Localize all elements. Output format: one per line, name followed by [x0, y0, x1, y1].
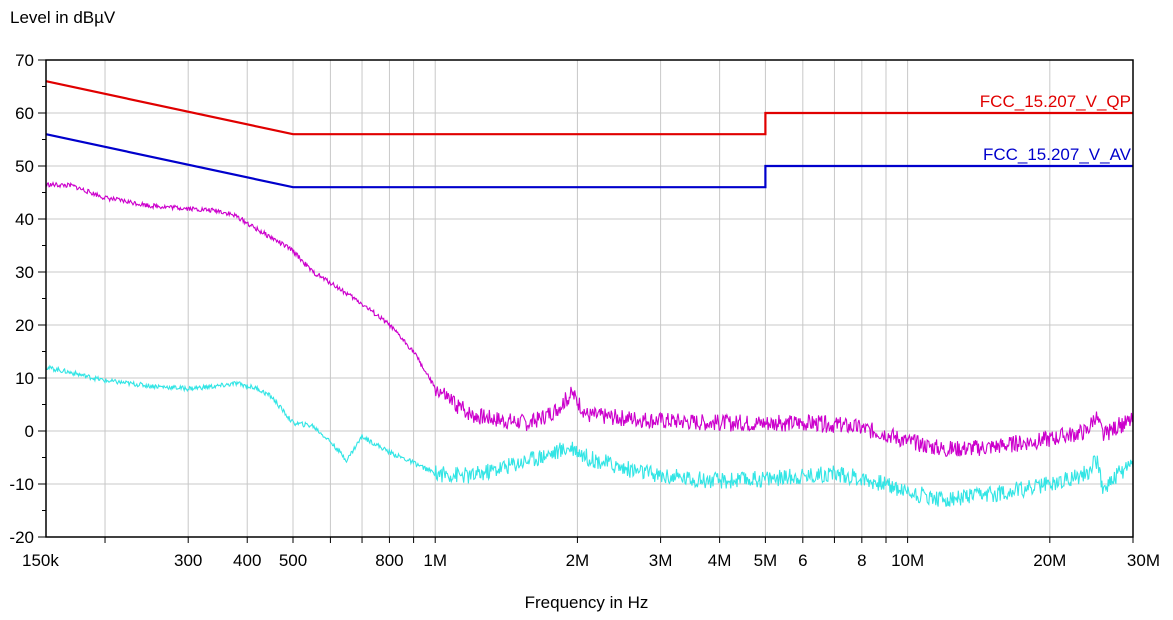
series-label: FCC_15.207_V_AV: [983, 145, 1132, 164]
x-tick-label: 150k: [22, 551, 59, 570]
y-tick-label: 40: [15, 210, 34, 229]
limit-line: [45, 133, 1133, 189]
x-tick-label: 2M: [566, 551, 590, 570]
x-tick-label: 1M: [423, 551, 447, 570]
x-tick-label: 6: [798, 551, 807, 570]
grid: [46, 59, 1134, 538]
y-tick-label: 60: [15, 104, 34, 123]
series-labels: FCC_15.207_V_QP FCC_15.207_V_AV: [980, 92, 1132, 164]
y-tick-label: 50: [15, 157, 34, 176]
x-tick-label: 3M: [649, 551, 673, 570]
y-tick-label: 20: [15, 316, 34, 335]
y-tick-label: -20: [9, 528, 34, 547]
y-axis-label: Level in dBµV: [10, 8, 116, 27]
x-tick-label: 400: [233, 551, 261, 570]
x-tick-label: 4M: [708, 551, 732, 570]
measurement-trace: [45, 181, 1134, 457]
x-tick-label: 500: [279, 551, 307, 570]
x-tick-label: 30M: [1127, 551, 1160, 570]
series-layer: [45, 80, 1134, 507]
x-axis-label: Frequency in Hz: [524, 593, 649, 612]
x-tick-label: 800: [375, 551, 403, 570]
x-tick-label: 300: [174, 551, 202, 570]
limit-line: [45, 80, 1133, 136]
x-tick-label: 20M: [1033, 551, 1066, 570]
axis-ticks: -20 -10 0 10 20 30 40 50 60 70 150k 300 400 500 800 1M 2…: [9, 51, 1160, 570]
y-tick-label: 0: [25, 422, 34, 441]
y-tick-label: 70: [15, 51, 34, 70]
measurement-trace: [45, 364, 1134, 507]
y-tick-label: -10: [9, 475, 34, 494]
y-tick-label: 30: [15, 263, 34, 282]
series-label: FCC_15.207_V_QP: [980, 92, 1131, 111]
x-tick-label: 10M: [891, 551, 924, 570]
x-tick-label: 8: [857, 551, 866, 570]
x-tick-label: 5M: [754, 551, 778, 570]
plot-frame: [45, 59, 1134, 538]
y-tick-label: 10: [15, 369, 34, 388]
